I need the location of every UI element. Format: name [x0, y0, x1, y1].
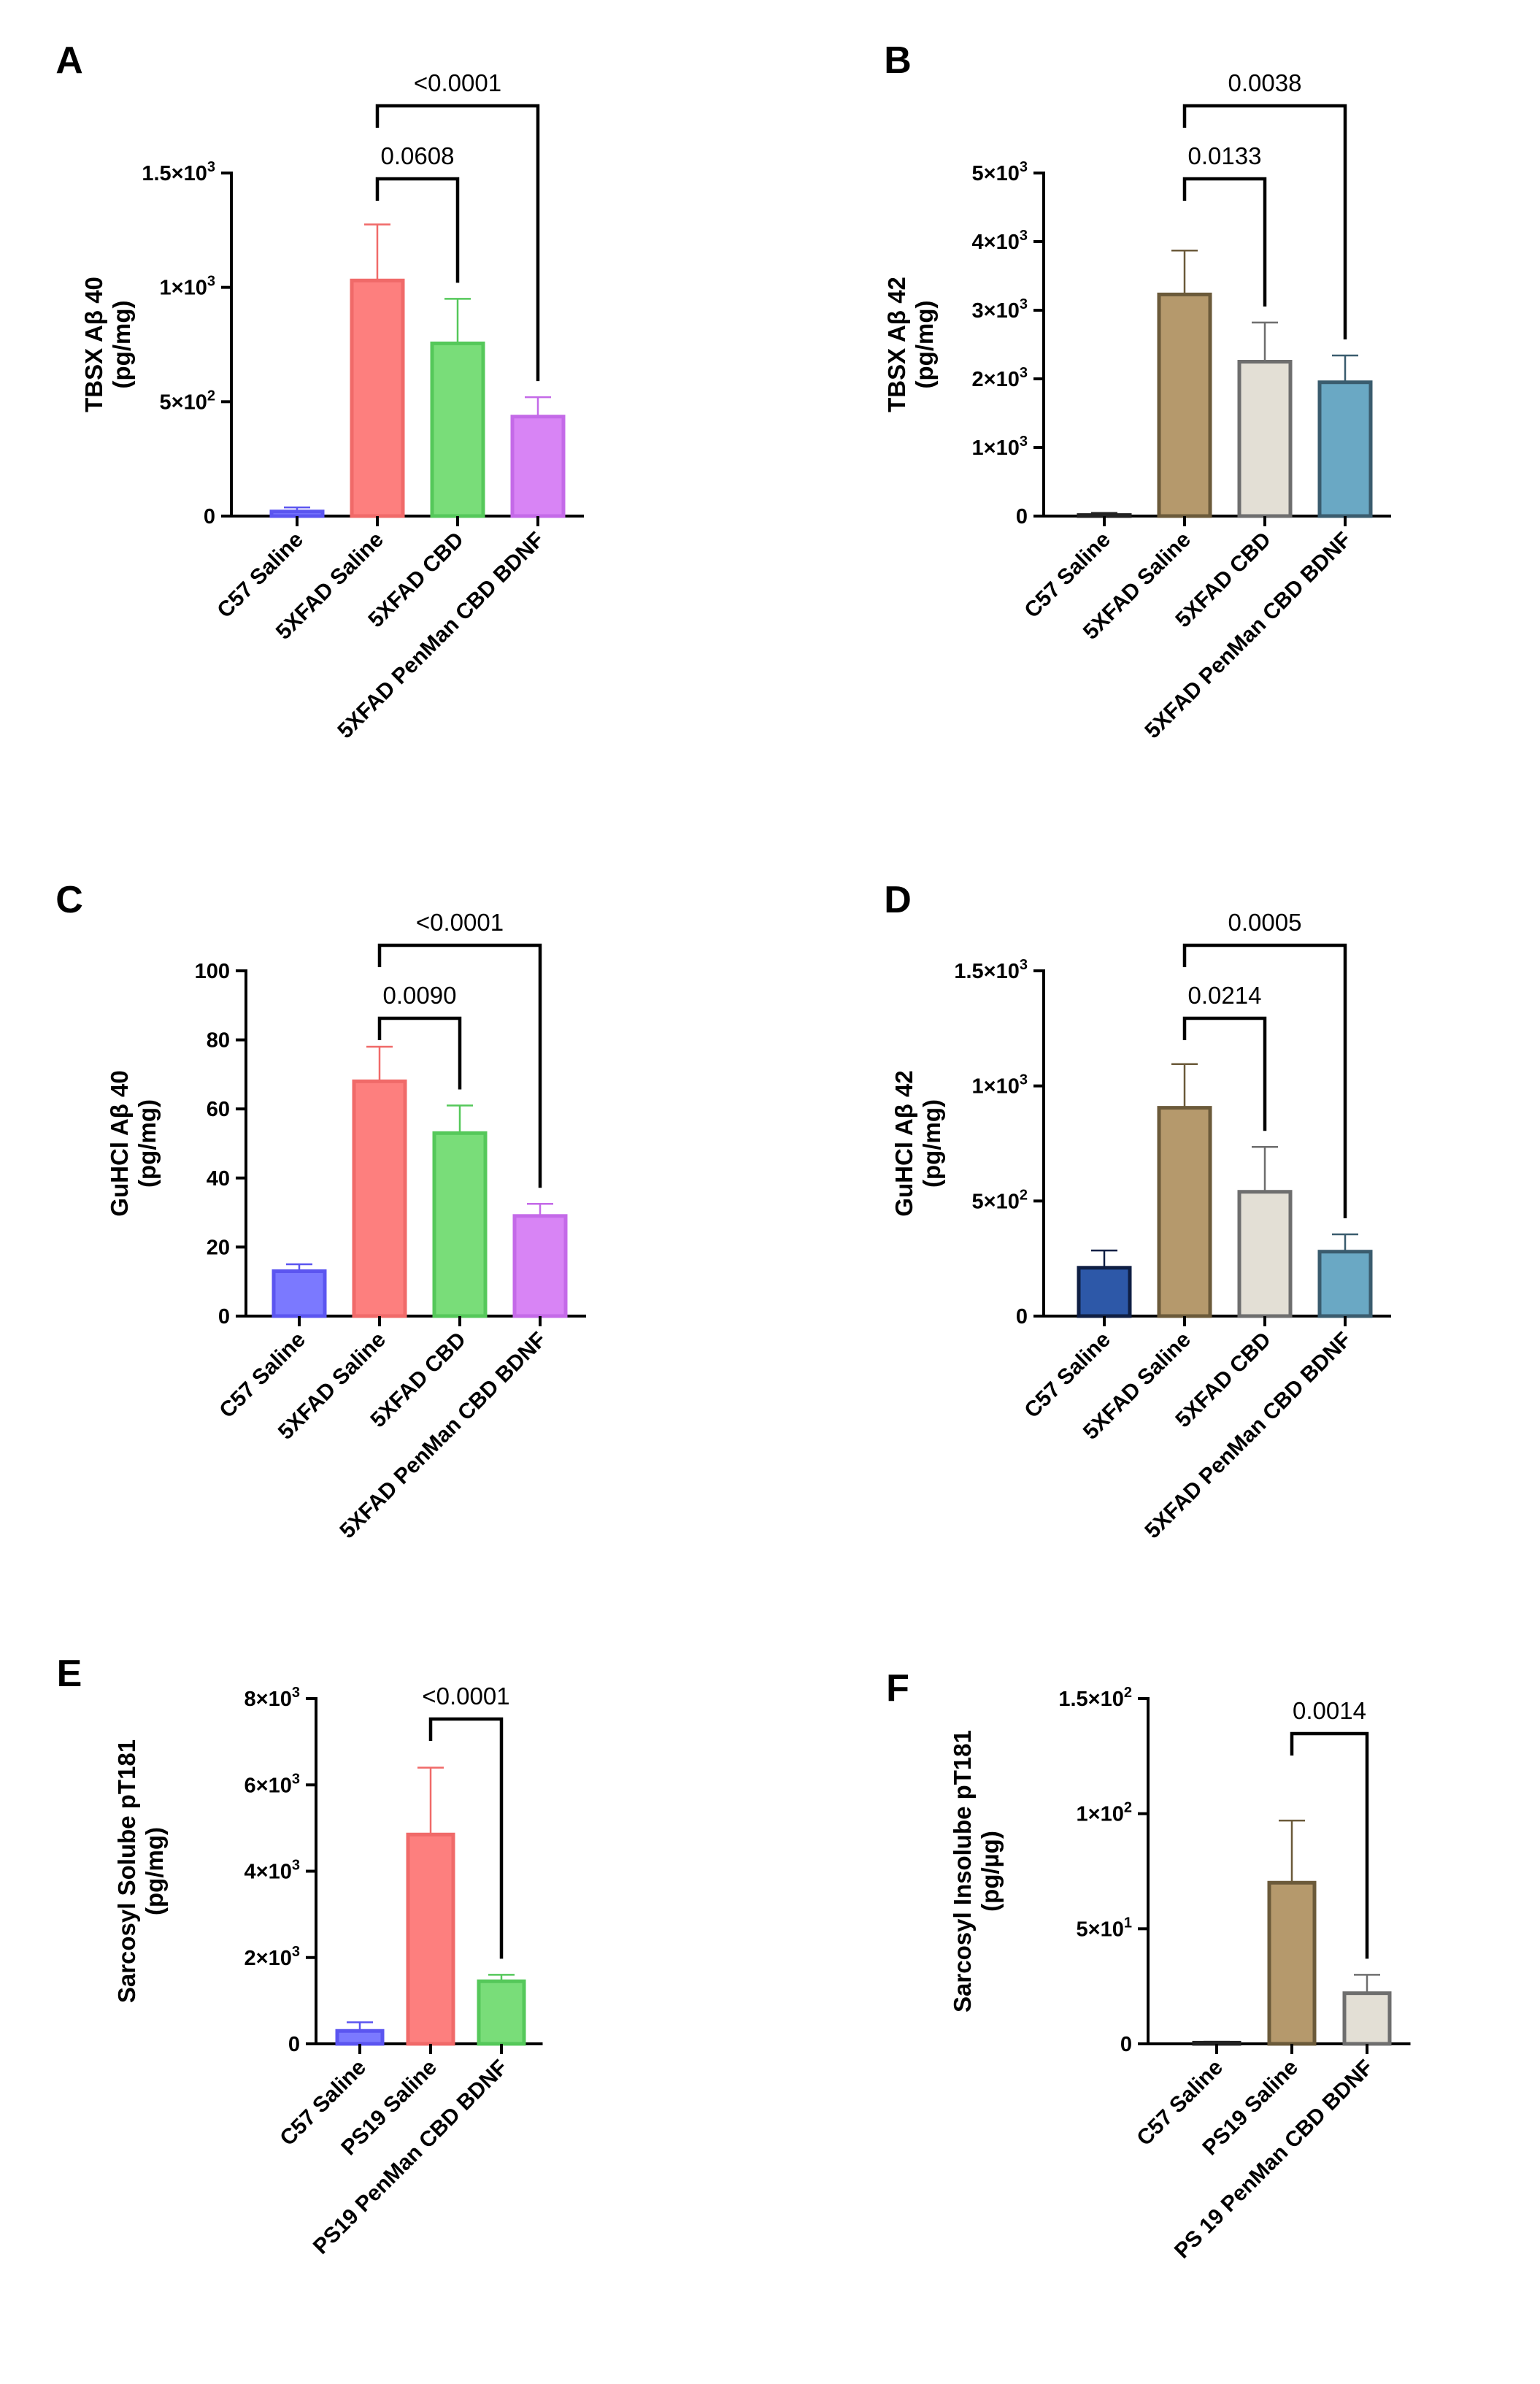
y-tick-label: 3×103 — [972, 296, 1028, 323]
y-tick-label: 60 — [207, 1098, 230, 1121]
panel-letter: A — [55, 39, 83, 82]
bar — [1157, 292, 1212, 518]
y-tick-label: 100 — [195, 960, 230, 983]
p-value-label: 0.0014 — [1293, 1697, 1366, 1724]
y-tick-label: 20 — [207, 1236, 230, 1259]
y-tick-label: 4×103 — [972, 228, 1028, 254]
significance-bracket — [377, 1016, 462, 1090]
y-tick-label: 1×103 — [972, 434, 1028, 460]
bar — [430, 341, 485, 518]
panel-letter: D — [884, 879, 912, 921]
y-tick-label: 4×103 — [245, 1858, 300, 1884]
significance-bracket — [428, 1717, 504, 1959]
chart-panel-b: B TBSX Aβ 42 (pg/mg) 0 1×103 2×103 3×103 4×103 5… — [883, 39, 1391, 743]
y-tick-label: 5×102 — [972, 1187, 1028, 1213]
y-axis-title: (pg/mg) — [108, 301, 135, 389]
bar — [1317, 380, 1373, 518]
bar — [1342, 1991, 1392, 2046]
y-tick-label: 40 — [207, 1167, 230, 1191]
p-value-label: 0.0038 — [1228, 69, 1302, 96]
significance-bracket — [377, 943, 542, 1188]
bar — [1157, 1106, 1212, 1318]
panel-letter: B — [884, 39, 912, 82]
bar — [272, 1269, 327, 1318]
significance-bracket — [375, 104, 540, 382]
y-tick-label: 6×103 — [245, 1771, 300, 1797]
y-tick-label: 80 — [207, 1029, 230, 1053]
y-tick-label: 1×102 — [1077, 1800, 1132, 1826]
y-tick-label: 0 — [288, 2033, 300, 2056]
y-axis-title: GuHCl Aβ 42 — [890, 1070, 917, 1216]
significance-bracket — [1290, 1731, 1369, 1959]
y-axis-title: (pg/mg) — [141, 1827, 168, 1915]
y-tick-label: 5×102 — [160, 388, 215, 414]
bar — [1237, 1190, 1293, 1318]
p-value-label: <0.0001 — [422, 1683, 509, 1710]
significance-bracket — [1182, 943, 1347, 1219]
y-axis-title: Sarcosyl Solube pT181 — [113, 1739, 140, 2003]
y-tick-label: 1.5×103 — [142, 159, 215, 185]
y-axis-title: (pg/mg) — [918, 1099, 945, 1188]
y-axis-title: (pg/mg) — [134, 1099, 161, 1188]
y-tick-label: 0 — [1016, 1305, 1028, 1328]
p-value-label: <0.0001 — [414, 69, 501, 96]
y-tick-label: 1.5×102 — [1058, 1685, 1132, 1711]
y-tick-label: 2×103 — [972, 365, 1028, 391]
bar — [477, 1979, 526, 2046]
p-value-label: 0.0005 — [1228, 909, 1302, 936]
significance-bracket — [1182, 104, 1347, 340]
chart-panel-f: F Sarcosyl Insolube pT181 (pg/µg) 0 5×101 1×1… — [886, 1667, 1411, 2264]
bar — [1237, 360, 1293, 518]
y-axis-title: TBSX Aβ 42 — [883, 277, 910, 412]
bar — [1077, 513, 1132, 518]
chart-panel-e: E Sarcosyl Solube pT181 (pg/mg) 0 2×103 4×103… — [57, 1653, 543, 2259]
bar — [406, 1832, 455, 2046]
y-tick-label: 5×101 — [1077, 1915, 1132, 1941]
panel-letter: C — [55, 879, 83, 921]
panel-letter: F — [886, 1667, 909, 1710]
p-value-label: 0.0133 — [1188, 142, 1262, 169]
bar — [512, 1214, 568, 1318]
p-value-label: 0.0608 — [381, 142, 455, 169]
p-value-label: 0.0090 — [383, 982, 457, 1009]
y-tick-label: 0 — [218, 1305, 230, 1328]
bar — [1077, 1266, 1132, 1318]
bar — [335, 2029, 385, 2046]
bar — [1192, 2040, 1241, 2046]
panel-letter: E — [57, 1653, 82, 1695]
significance-bracket — [1182, 1016, 1267, 1131]
y-axis-title: (pg/µg) — [977, 1831, 1004, 1912]
bar — [352, 1079, 407, 1318]
y-tick-label: 1×103 — [160, 274, 215, 300]
y-tick-label: 5×103 — [972, 159, 1028, 185]
y-axis-title: (pg/mg) — [911, 301, 938, 389]
y-tick-label: 2×103 — [245, 1944, 300, 1970]
significance-bracket — [375, 177, 460, 283]
p-value-label: 0.0214 — [1188, 982, 1262, 1009]
significance-bracket — [1182, 177, 1267, 307]
y-tick-label: 0 — [1120, 2033, 1132, 2056]
bar — [510, 415, 566, 518]
p-value-label: <0.0001 — [416, 909, 504, 936]
y-axis-title: GuHCl Aβ 40 — [106, 1070, 133, 1216]
y-tick-label: 8×103 — [245, 1685, 300, 1711]
y-tick-label: 0 — [204, 505, 215, 528]
y-tick-label: 0 — [1016, 505, 1028, 528]
y-tick-label: 1.5×103 — [954, 957, 1028, 983]
bar — [432, 1131, 488, 1318]
bar — [350, 278, 405, 518]
bar — [269, 510, 325, 518]
y-axis-title: Sarcosyl Insolube pT181 — [949, 1730, 976, 2012]
bar — [1267, 1880, 1317, 2046]
y-axis-title: TBSX Aβ 40 — [80, 277, 107, 412]
y-tick-label: 1×103 — [972, 1072, 1028, 1099]
bar — [1317, 1250, 1373, 1318]
